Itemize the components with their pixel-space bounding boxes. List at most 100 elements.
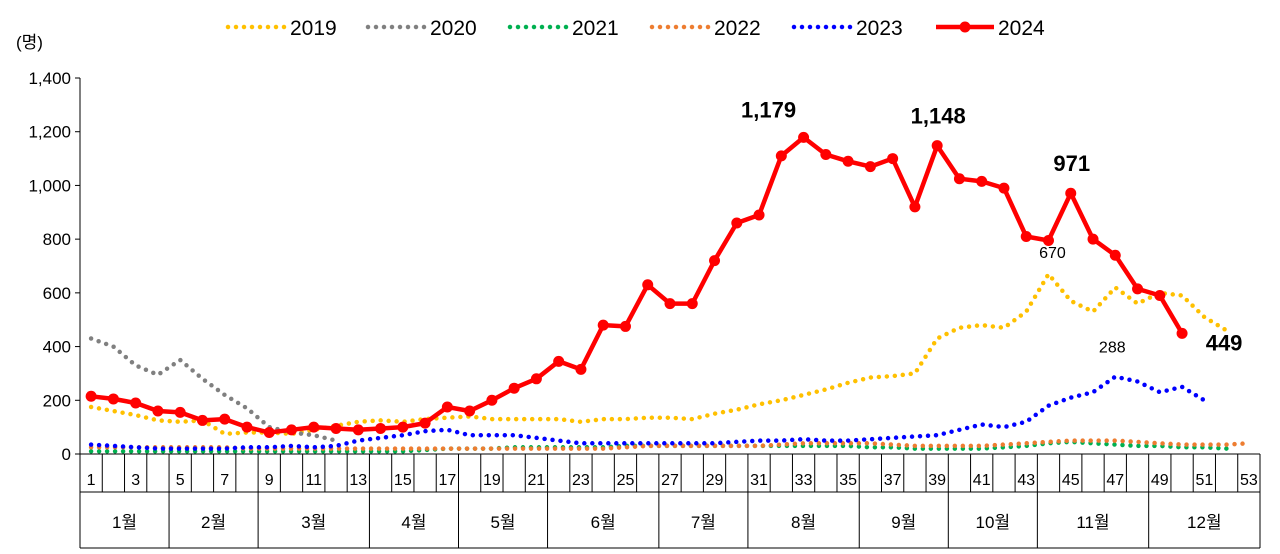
data-point-2024 bbox=[486, 394, 498, 406]
data-point-2024 bbox=[842, 155, 854, 167]
x-tick-label: 3 bbox=[131, 472, 140, 489]
data-point-2024 bbox=[597, 319, 609, 331]
month-label: 1월 bbox=[112, 513, 137, 532]
x-tick-label: 47 bbox=[1106, 472, 1124, 489]
x-axis: 1 3 5 7 9 11 13 15 17 19 21 23 25 27 29 31 33 35 37 39 41 43 4… bbox=[79, 453, 1261, 549]
data-label-2024: 971 bbox=[1053, 151, 1090, 176]
legend-label-2022: 2022 bbox=[714, 17, 761, 40]
y-tick-label: 1,000 bbox=[28, 176, 71, 195]
data-point-2024 bbox=[664, 298, 676, 310]
x-tick-label: 9 bbox=[265, 472, 274, 489]
x-tick-label: 33 bbox=[795, 472, 813, 489]
x-tick-label: 53 bbox=[1240, 472, 1258, 489]
data-point-2024 bbox=[530, 373, 542, 385]
x-tick-label: 43 bbox=[1017, 472, 1035, 489]
data-point-2024 bbox=[241, 421, 253, 433]
y-tick-label: 0 bbox=[62, 445, 71, 464]
x-tick-label: 19 bbox=[483, 472, 501, 489]
annotations: 1,179 1,148 971 449 670 288 bbox=[741, 97, 1242, 356]
x-tick-label: 51 bbox=[1195, 472, 1213, 489]
series-line-2022 bbox=[88, 438, 1252, 451]
y-tick-label: 1,200 bbox=[28, 123, 71, 142]
data-point-2024 bbox=[1042, 234, 1054, 246]
x-tick-label: 27 bbox=[661, 472, 679, 489]
data-point-2024 bbox=[397, 421, 409, 433]
x-tick-label: 7 bbox=[220, 472, 229, 489]
legend-label-2020: 2020 bbox=[430, 17, 477, 40]
data-point-2024 bbox=[508, 382, 520, 394]
x-tick-label: 37 bbox=[884, 472, 902, 489]
legend-label-2021: 2021 bbox=[572, 17, 619, 40]
data-point-2024 bbox=[1087, 233, 1099, 245]
data-point-2024 bbox=[263, 427, 275, 439]
month-label: 9월 bbox=[891, 513, 916, 532]
data-point-2024 bbox=[976, 175, 988, 187]
data-point-2024 bbox=[887, 153, 899, 165]
x-tick-label: 39 bbox=[928, 472, 946, 489]
data-point-2024 bbox=[419, 417, 431, 429]
data-point-2024 bbox=[330, 422, 342, 434]
data-point-2024 bbox=[441, 401, 453, 413]
x-tick-label: 1 bbox=[87, 472, 96, 489]
data-point-2024 bbox=[1132, 283, 1144, 295]
series-line-2023 bbox=[88, 374, 1207, 451]
y-tick-label: 200 bbox=[43, 391, 71, 410]
month-label: 5월 bbox=[490, 513, 515, 532]
data-point-2024 bbox=[909, 201, 921, 213]
data-label-2024: 1,148 bbox=[911, 104, 966, 129]
x-tick-label: 35 bbox=[839, 472, 857, 489]
data-point-2024 bbox=[686, 298, 698, 310]
x-tick-label: 29 bbox=[706, 472, 724, 489]
data-label-2023: 288 bbox=[1099, 340, 1126, 357]
data-label-2024: 1,179 bbox=[741, 97, 796, 122]
data-label-2024: 449 bbox=[1206, 330, 1243, 355]
data-point-2024 bbox=[998, 182, 1010, 194]
month-label: 6월 bbox=[591, 513, 616, 532]
data-point-2024 bbox=[174, 406, 186, 418]
series-line-2020 bbox=[88, 336, 339, 443]
data-point-2024 bbox=[286, 424, 298, 436]
month-label: 4월 bbox=[401, 513, 426, 532]
data-point-2024 bbox=[1020, 230, 1032, 242]
data-point-2024 bbox=[1176, 327, 1188, 339]
data-point-2024 bbox=[464, 405, 476, 417]
legend-label-2023: 2023 bbox=[856, 17, 903, 40]
data-point-2024 bbox=[820, 149, 832, 161]
data-point-2024 bbox=[931, 140, 943, 152]
x-tick-label: 21 bbox=[528, 472, 546, 489]
data-point-2024 bbox=[1109, 249, 1121, 261]
month-label: 3월 bbox=[301, 513, 326, 532]
y-tick-label: 600 bbox=[43, 284, 71, 303]
y-tick-label: 1,400 bbox=[28, 69, 71, 88]
data-point-2024 bbox=[130, 397, 142, 409]
x-tick-label: 31 bbox=[750, 472, 768, 489]
data-point-2024 bbox=[152, 405, 164, 417]
month-label: 2월 bbox=[201, 513, 226, 532]
data-point-2024 bbox=[864, 161, 876, 173]
x-tick-label: 41 bbox=[973, 472, 991, 489]
y-tick-label: 400 bbox=[43, 338, 71, 357]
legend-label-2019: 2019 bbox=[290, 17, 337, 40]
data-point-2024 bbox=[619, 320, 631, 332]
data-point-2024 bbox=[775, 150, 787, 162]
x-tick-label: 15 bbox=[394, 472, 412, 489]
x-tick-label: 49 bbox=[1151, 472, 1169, 489]
data-point-2024 bbox=[196, 414, 208, 426]
data-point-2024 bbox=[308, 421, 320, 433]
month-label: 10월 bbox=[976, 513, 1011, 532]
series-lines bbox=[85, 131, 1252, 454]
month-label: 7월 bbox=[691, 513, 716, 532]
y-axis: 0 200 400 600 800 1,000 1,200 1,400 bbox=[28, 69, 81, 464]
x-tick-label: 23 bbox=[572, 472, 590, 489]
month-label: 12월 bbox=[1187, 513, 1222, 532]
legend: 2019 2020 2021 2022 2023 2024 bbox=[225, 17, 1045, 40]
data-label-2019: 670 bbox=[1039, 245, 1066, 262]
x-tick-label: 13 bbox=[349, 472, 367, 489]
legend-label-2024: 2024 bbox=[998, 17, 1045, 40]
data-point-2024 bbox=[553, 355, 565, 367]
data-point-2024 bbox=[1154, 290, 1166, 302]
data-point-2024 bbox=[798, 131, 810, 143]
data-point-2024 bbox=[1065, 187, 1077, 199]
x-tick-label: 45 bbox=[1062, 472, 1080, 489]
